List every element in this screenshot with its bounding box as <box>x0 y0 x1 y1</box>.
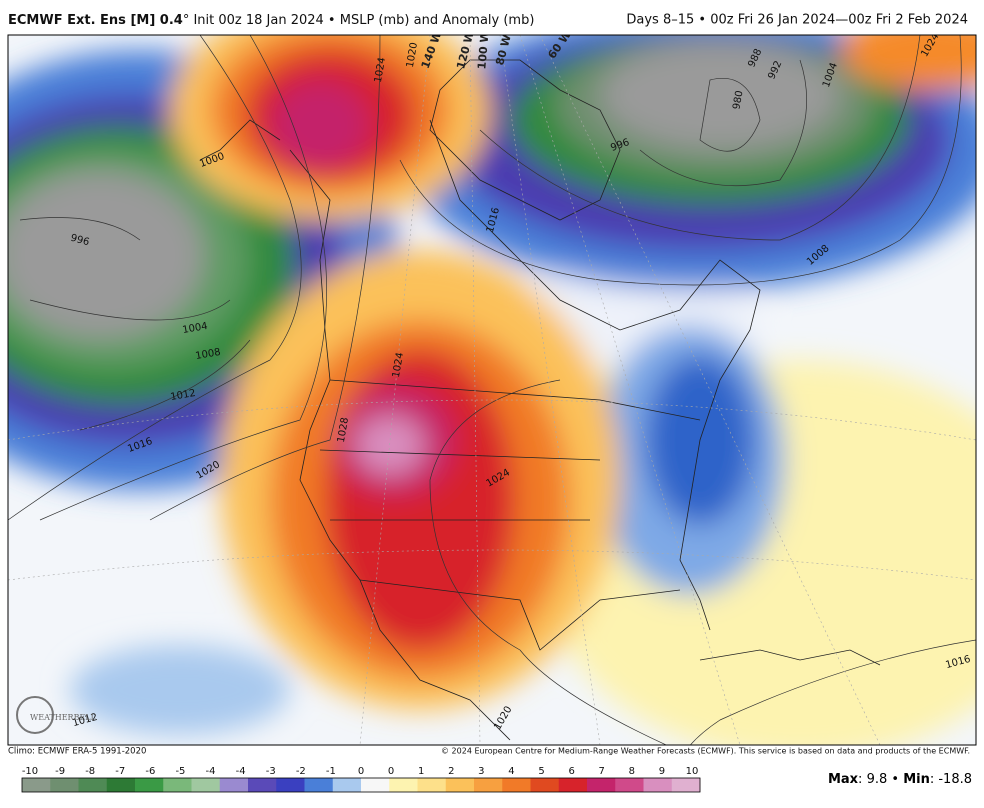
colorbar-segment <box>502 778 531 792</box>
colorbar-label: 7 <box>599 766 605 777</box>
colorbar-label: 0 <box>388 766 394 777</box>
climo-note: Climo: ECMWF ERA-5 1991-2020 <box>8 747 146 757</box>
colorbar-label: -2 <box>296 766 306 777</box>
colorbar-segment <box>106 778 136 792</box>
colorbar-label: 3 <box>478 766 484 777</box>
map-frame <box>7 34 977 746</box>
header-valid: Days 8–15 • 00z Fri 26 Jan 2024—00z Fri … <box>626 13 968 28</box>
colorbar-label: 9 <box>659 766 665 777</box>
colorbar-segment <box>219 778 249 792</box>
colorbar-segment <box>135 778 164 792</box>
colorbar-segment <box>389 778 418 792</box>
colorbar-segment <box>361 778 390 792</box>
colorbar-label: 4 <box>508 766 514 777</box>
graticule <box>8 35 976 745</box>
isobar-label: 1028 <box>336 417 351 444</box>
colorbar-label: -10 <box>22 766 38 777</box>
colorbar-segment <box>276 778 305 792</box>
colorbar-segment <box>163 778 192 792</box>
colorbar-label: -4 <box>236 766 246 777</box>
colorbar-label: -7 <box>115 766 125 777</box>
colorbar-label: -9 <box>55 766 65 777</box>
colorbar-segment <box>304 778 334 792</box>
colorbar-segment <box>50 778 79 792</box>
logo: WEATHERBELL <box>16 696 97 734</box>
colorbar-label: 0 <box>358 766 364 777</box>
colorbar-segment <box>191 778 221 792</box>
isobar-label: 1004 <box>182 321 209 336</box>
colorbar-segment <box>671 778 701 792</box>
colorbar-label: 8 <box>629 766 635 777</box>
colorbar-segment <box>78 778 108 792</box>
isobar-label: 1012 <box>170 388 197 403</box>
colorbar-label: -3 <box>266 766 276 777</box>
header-title: ECMWF Ext. Ens [M] 0.4° Init 00z 18 Jan … <box>8 13 534 28</box>
colorbar-label: 2 <box>448 766 454 777</box>
colorbar-frame <box>21 777 701 793</box>
anomaly-field <box>8 35 976 745</box>
logo-text: WEATHERBELL <box>30 713 97 722</box>
isobar-label: 1020 <box>405 42 420 69</box>
isobars <box>8 35 976 745</box>
colorbar: -10 -9 -8 -7 -6 -5 -4 -4 -3 -2 -1 0 0 1 2 3 4 5 6 7 8 9 10 <box>21 766 701 793</box>
copyright: © 2024 European Centre for Medium-Range … <box>441 747 970 756</box>
isobar-label: 996 <box>69 233 90 249</box>
colorbar-segment <box>643 778 673 792</box>
longitude-label: 100 W <box>475 30 491 70</box>
colorbar-segment <box>615 778 644 792</box>
colorbar-segment <box>474 778 503 792</box>
colorbar-label: 10 <box>686 766 699 777</box>
isobar-label: 1024 <box>391 352 406 379</box>
colorbar-segment <box>332 778 362 792</box>
colorbar-label: -8 <box>85 766 95 777</box>
colorbar-segment <box>558 778 588 792</box>
isobar-label: 1024 <box>373 57 388 84</box>
colorbar-label: -4 <box>206 766 216 777</box>
colorbar-segment <box>248 778 277 792</box>
colorbar-segment <box>530 778 560 792</box>
isobar-label: 980 <box>731 90 745 111</box>
colorbar-segment <box>587 778 616 792</box>
colorbar-label: 5 <box>538 766 544 777</box>
colorbar-label: 1 <box>418 766 424 777</box>
colorbar-label: -1 <box>326 766 336 777</box>
colorbar-segment <box>417 778 447 792</box>
max-min: Max: 9.8 • Min: -18.8 <box>828 772 972 787</box>
colorbar-label: -6 <box>145 766 155 777</box>
colorbar-label: -5 <box>175 766 185 777</box>
colorbar-segment <box>445 778 475 792</box>
colorbar-label: 6 <box>568 766 574 777</box>
colorbar-segment <box>22 778 51 792</box>
isobar-label: 1008 <box>195 347 222 362</box>
